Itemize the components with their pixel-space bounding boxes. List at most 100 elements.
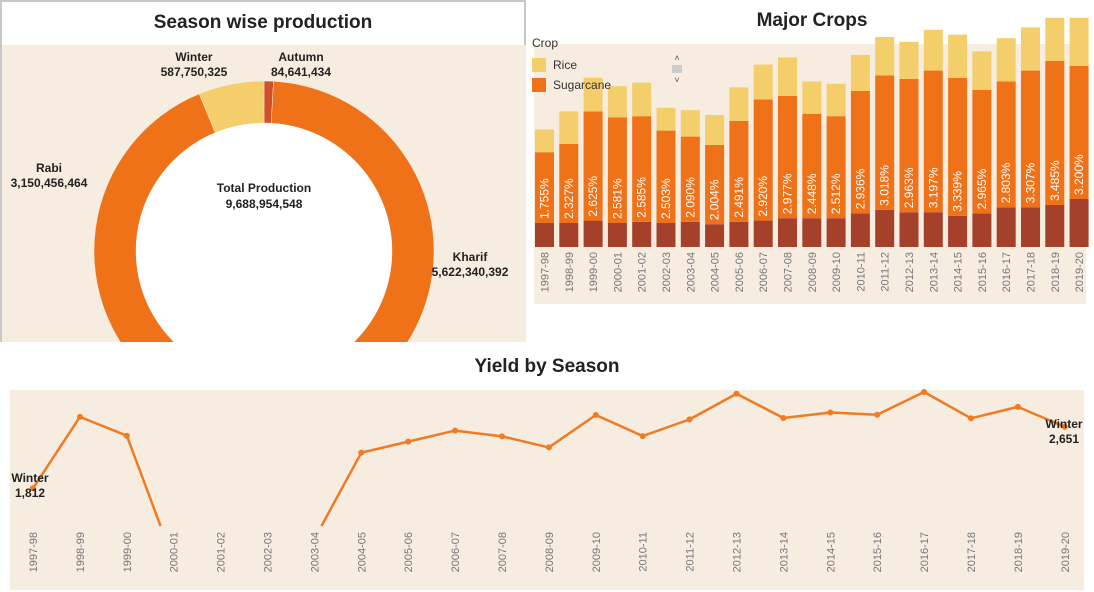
bar-data-label: 2.963%	[902, 167, 916, 208]
x-tick-label: 2007-08	[783, 252, 795, 292]
legend-item-rice[interactable]: Rice	[532, 55, 688, 75]
bar-data-label: 3.018%	[878, 165, 892, 206]
yield-line-segment	[548, 413, 597, 449]
bar-data-label: 3.339%	[951, 171, 965, 212]
yield-plot-background	[10, 390, 1084, 526]
x-tick-label: 2006-07	[450, 532, 462, 572]
bar-segment-rice	[705, 115, 725, 145]
donut-hole	[136, 123, 392, 342]
yield-point	[827, 409, 834, 416]
donut-label-autumn: Autumn	[278, 50, 323, 64]
yield-line-segment	[320, 452, 363, 527]
bar-data-label: 2.448%	[805, 173, 819, 214]
bar-segment-other	[996, 207, 1016, 247]
x-tick-label: 1998-99	[75, 532, 87, 572]
yield-point	[968, 415, 974, 422]
yield-line-segment	[361, 440, 409, 454]
bar-segment-rice	[972, 51, 992, 90]
legend-item-sugarcane[interactable]: Sugarcane	[532, 75, 688, 95]
scroll-down-icon[interactable]: ˅	[674, 75, 680, 85]
yield-line-segment	[595, 413, 644, 438]
x-tick-label: 2012-13	[732, 532, 744, 572]
bar-segment-sugarcane	[607, 117, 627, 223]
bar-segment-rice	[802, 81, 822, 114]
x-tick-label: 2005-06	[403, 532, 415, 572]
x-tick-label: 2011-12	[880, 252, 892, 292]
bar-segment-other	[875, 209, 895, 247]
yield-line-segment	[689, 392, 738, 421]
yield-start-value: 1,812	[15, 486, 45, 500]
yield-point	[874, 411, 881, 418]
bar-segment-sugarcane	[826, 116, 846, 219]
bar-segment-sugarcane	[632, 116, 652, 222]
bar-data-label: 2.803%	[999, 162, 1013, 203]
x-tick-label: 1997-98	[28, 532, 40, 572]
scroll-thumb[interactable]	[672, 65, 682, 73]
crop-legend-title: Crop	[532, 36, 559, 50]
yield-line-segment	[783, 411, 831, 420]
bar-segment-rice	[778, 57, 797, 96]
x-tick-label: 2000-01	[612, 252, 624, 292]
donut-label-winter: Winter	[175, 50, 213, 64]
crop-legend[interactable]: Crop Rice Sugarcane ˄ ˅	[532, 36, 688, 96]
donut-value-autumn: 84,641,434	[271, 65, 331, 79]
bar-segment-rice	[996, 38, 1016, 82]
x-tick-label: 1999-00	[122, 532, 134, 572]
x-tick-label: 2018-19	[1050, 252, 1062, 292]
bar-segment-other	[899, 212, 919, 247]
donut-chart: Total Production 9,688,954,548 Winter587,7…	[11, 50, 509, 342]
yield-point	[499, 433, 505, 440]
yield-point	[780, 414, 787, 421]
bar-segment-rice	[1045, 17, 1065, 61]
bar-segment-rice	[1021, 27, 1040, 71]
x-tick-label: 2007-08	[497, 532, 509, 572]
bar-segment-other	[826, 218, 846, 247]
bar-segment-sugarcane	[535, 152, 554, 223]
x-tick-label: 2015-16	[872, 532, 884, 572]
bar-segment-rice	[753, 64, 773, 100]
legend-label-rice: Rice	[553, 58, 578, 72]
x-tick-label: 2014-15	[953, 252, 965, 292]
yield-line-segment	[1017, 405, 1066, 428]
x-tick-label: 2008-09	[807, 252, 819, 292]
bar-segment-other	[1021, 207, 1040, 247]
bar-segment-rice	[1069, 17, 1089, 66]
yield-point	[76, 413, 83, 420]
bar-segment-rice	[850, 55, 870, 91]
yield-point	[921, 389, 928, 395]
yield-line-segment	[31, 416, 81, 489]
x-tick-label: 2011-12	[685, 532, 697, 572]
yield-start-label: Winter	[11, 471, 49, 485]
bar-segment-rice	[656, 107, 676, 131]
bar-segment-rice	[559, 111, 579, 144]
x-tick-label: 2000-01	[169, 532, 181, 572]
bar-segment-sugarcane	[753, 99, 773, 221]
bar-segment-rice	[680, 110, 700, 137]
yield-line-segment	[501, 435, 550, 449]
donut-label-kharif: Kharif	[453, 250, 489, 264]
x-tick-label: 2017-18	[966, 532, 978, 572]
bar-segment-other	[923, 212, 943, 247]
legend-swatch-sugarcane	[532, 78, 546, 92]
bar-segment-rice	[729, 87, 749, 121]
bar-segment-other	[607, 223, 627, 247]
x-tick-label: 2002-03	[263, 532, 275, 572]
bar-data-label: 2.920%	[756, 176, 770, 217]
bar-segment-sugarcane	[850, 91, 870, 214]
bar-segment-other	[680, 221, 700, 247]
yield-point	[545, 444, 552, 451]
bar-segment-other	[705, 224, 725, 247]
yield-end-label: Winter	[1045, 417, 1083, 431]
scroll-up-icon[interactable]: ˄	[674, 53, 680, 63]
bar-data-label: 2.491%	[732, 177, 746, 218]
bar-data-label: 2.004%	[708, 179, 722, 220]
bar-data-label: 2.090%	[683, 177, 697, 218]
yield-title: Yield by Season	[474, 356, 620, 377]
bar-data-label: 1.755%	[538, 178, 552, 219]
major-crops-panel: 1.755% 1997-98 2.327% 1998-99 2.625% 1999-00 2…	[530, 0, 1094, 310]
bar-segment-sugarcane	[972, 89, 992, 214]
bar-data-label: 2.585%	[635, 177, 649, 218]
x-tick-label: 1999-00	[588, 252, 600, 292]
legend-scrollbar[interactable]: ˄ ˅	[670, 52, 684, 92]
yield-line-chart: 1997-98 1998-99 1999-00 2000-01 2001-02 2002-…	[10, 389, 1084, 590]
